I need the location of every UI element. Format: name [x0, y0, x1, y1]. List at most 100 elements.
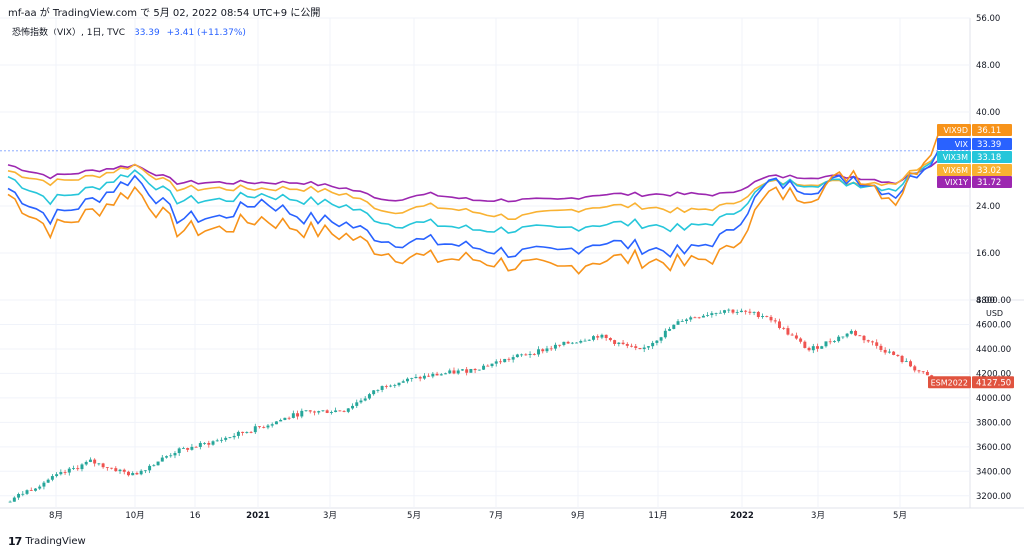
- candle-body: [72, 468, 76, 469]
- candle-body: [287, 417, 291, 419]
- candle-body: [329, 412, 333, 413]
- candle-body: [503, 358, 507, 363]
- candle-body: [33, 488, 37, 491]
- candle-body: [782, 327, 786, 329]
- candle-body: [444, 373, 448, 375]
- candle-body: [532, 354, 536, 355]
- candle-body: [346, 408, 350, 412]
- series-tag-value-bg: [972, 151, 1012, 163]
- series-tag-value-bg: [972, 124, 1012, 136]
- candle-body: [59, 472, 63, 475]
- candle-body: [181, 448, 185, 449]
- candle-body: [744, 310, 748, 312]
- symbol-name[interactable]: 恐怖指数（VIX）, 1日, TVC: [12, 28, 126, 38]
- candle-body: [186, 448, 190, 450]
- candle-body: [723, 310, 727, 313]
- candle-body: [858, 335, 862, 337]
- candle-body: [169, 455, 173, 457]
- y-tick-label: 16.00: [976, 249, 1000, 259]
- candle-body: [465, 369, 469, 373]
- y-tick-label: 3600.00: [976, 443, 1011, 453]
- series-tag-label: VIX3M: [943, 153, 968, 162]
- candle-body: [773, 320, 777, 322]
- candle-body: [739, 310, 743, 313]
- candle-body: [579, 340, 583, 343]
- candle-body: [849, 330, 853, 334]
- candle-body: [363, 398, 367, 401]
- candle-body: [486, 365, 490, 367]
- tradingview-logo[interactable]: 17 TradingView: [8, 535, 86, 548]
- series-line-vix1y: [7, 159, 939, 203]
- last-value: 33.39: [133, 28, 160, 38]
- candle-body: [165, 456, 169, 458]
- candle-body: [376, 389, 380, 391]
- candle-body: [228, 437, 232, 439]
- candle-body: [439, 374, 443, 376]
- candle-body: [727, 309, 731, 311]
- y-tick-label: 4200.00: [976, 369, 1011, 379]
- candle-body: [621, 342, 625, 344]
- candle-body: [537, 349, 541, 355]
- candle-body: [591, 336, 595, 340]
- candle-body: [393, 385, 397, 386]
- candle-body: [617, 342, 621, 344]
- candle-body: [490, 363, 494, 367]
- x-tick-label: 16: [190, 511, 201, 521]
- candle-body: [152, 465, 156, 467]
- candle-body: [232, 435, 236, 438]
- candle-body: [816, 346, 820, 349]
- candle-body: [431, 373, 435, 377]
- candle-body: [389, 385, 393, 387]
- candle-body: [507, 358, 511, 360]
- candle-body: [689, 317, 693, 320]
- candle-body: [524, 354, 528, 356]
- candle-body: [460, 369, 464, 371]
- candle-body: [663, 330, 667, 338]
- candle-body: [528, 354, 532, 355]
- candle-body: [854, 330, 858, 336]
- candle-body: [498, 361, 502, 363]
- candle-body: [790, 334, 794, 336]
- candle-body: [917, 370, 921, 372]
- candle-body: [38, 486, 42, 489]
- price-tag-symbol: [928, 376, 971, 389]
- candle-body: [659, 337, 663, 341]
- candle-body: [435, 373, 439, 376]
- candle-body: [562, 341, 566, 345]
- candle-body: [786, 328, 790, 335]
- candle-body: [892, 351, 896, 355]
- candle-body: [701, 315, 705, 318]
- candle-body: [841, 336, 845, 338]
- candle-body: [308, 410, 312, 412]
- x-tick-label: 7月: [489, 511, 503, 521]
- candle-body: [418, 376, 422, 379]
- candle-body: [262, 427, 266, 428]
- candle-body: [456, 370, 460, 374]
- candle-body: [422, 375, 426, 379]
- candle-body: [84, 461, 88, 465]
- candle-body: [870, 341, 874, 343]
- candle-body: [925, 371, 929, 376]
- candle-body: [608, 338, 612, 341]
- candle-body: [625, 343, 629, 346]
- candle-body: [12, 497, 16, 502]
- candle-body: [317, 411, 321, 413]
- candle-body: [752, 311, 756, 313]
- candle-body: [875, 342, 879, 346]
- series-tag-vix9d: [937, 124, 971, 136]
- candle-body: [88, 459, 92, 462]
- candle-body: [114, 468, 118, 472]
- candle-body: [135, 473, 139, 475]
- candle-body: [42, 482, 46, 487]
- candle-body: [338, 410, 342, 412]
- candle-body: [380, 386, 384, 390]
- candle-body: [118, 469, 122, 472]
- candle-body: [900, 355, 904, 362]
- candle-body: [25, 490, 29, 494]
- candle-body: [604, 334, 608, 339]
- candle-body: [270, 424, 274, 426]
- candle-body: [414, 376, 418, 378]
- x-tick-label: 2021: [246, 511, 270, 521]
- price-tag-label: ESM2022: [931, 378, 968, 387]
